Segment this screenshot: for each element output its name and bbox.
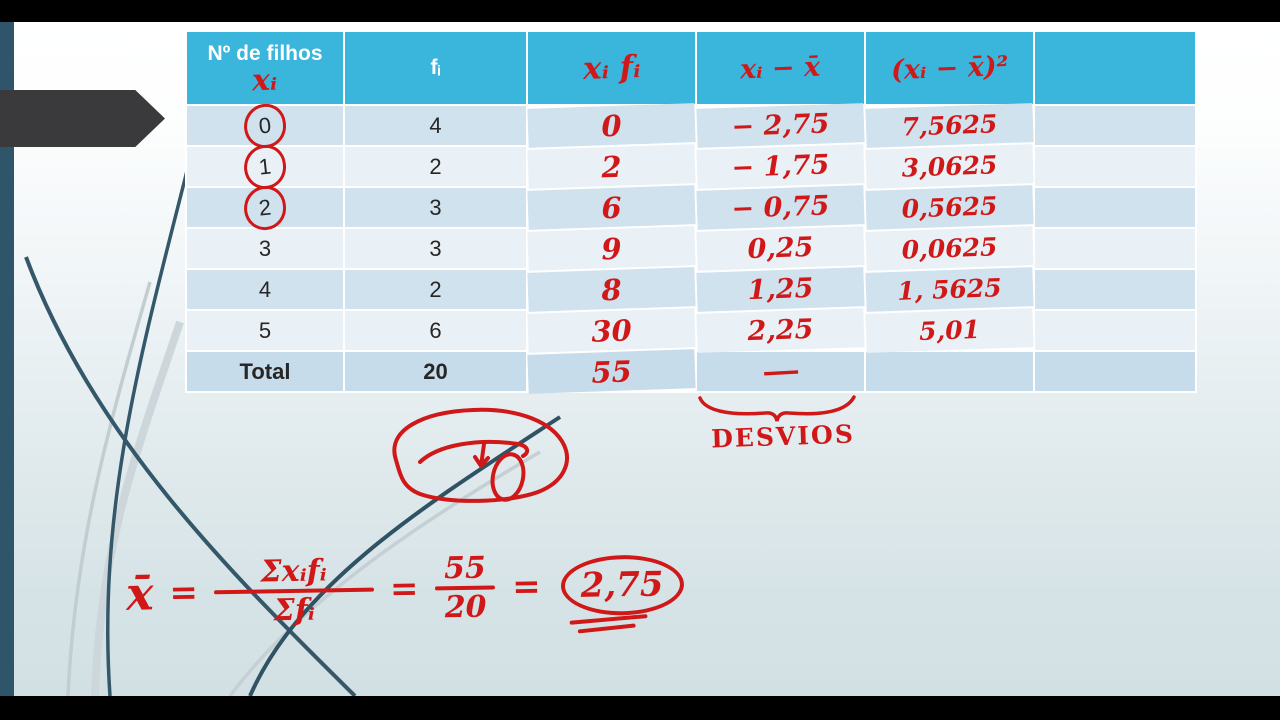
header-deviation-squared-handwritten: (xᵢ − x̄)² (890, 50, 1009, 86)
circled-value: 2 (241, 183, 289, 232)
empty-cell (1035, 270, 1195, 309)
equals-sign: = (511, 566, 542, 608)
dev-cell: − 0,75 (696, 185, 865, 230)
underbrace-drawing (698, 395, 856, 422)
arrow-pointer (0, 90, 165, 147)
header-n-filhos: Nº de filhos xᵢ (187, 32, 343, 104)
dev-sq-cell: 0,0625 (865, 226, 1034, 271)
desvios-label: DESVIOS (710, 419, 856, 454)
header-deviation: xᵢ − x̄ (697, 32, 864, 104)
xifi-cell: 30 (527, 308, 696, 353)
header-fi-label: fᵢ (430, 56, 441, 79)
equals-sign: = (169, 572, 199, 614)
dev-sq-cell: 7,5625 (865, 103, 1034, 148)
frequency-table: Nº de filhos xᵢ fᵢ xᵢ fᵢ xᵢ − x̄ (xᵢ − x… (185, 30, 1197, 394)
fi-cell: 6 (345, 311, 526, 350)
fi-cell: 3 (345, 229, 526, 268)
empty-cell (1035, 188, 1195, 227)
fi-cell: 3 (345, 188, 526, 227)
fi-cell: 4 (345, 106, 526, 145)
xi-cell: 0 (187, 101, 343, 150)
sidebar-accent-bar (0, 22, 14, 696)
scribble-blob-drawing (392, 407, 569, 503)
total-label: Total (187, 352, 343, 391)
total-xifi: 55 (527, 349, 696, 394)
fraction-sum-xifi: Σxᵢfᵢ Σfᵢ (213, 553, 374, 630)
fi-cell: 2 (345, 270, 526, 309)
fraction-55-20: 55 20 (434, 550, 497, 625)
fraction-denominator: 20 (444, 589, 487, 626)
fraction-denominator: Σfᵢ (273, 592, 316, 629)
equals-sign: = (389, 568, 419, 610)
empty-cell (1035, 106, 1195, 145)
result-value: 2,75 (560, 554, 684, 617)
fi-cell: 2 (345, 147, 526, 186)
header-xifi: xᵢ fᵢ (528, 32, 695, 104)
header-fi: fᵢ (345, 32, 526, 104)
xi-cell: 3 (187, 229, 343, 268)
dash-mark: — (762, 351, 799, 391)
dev-cell: 2,25 (696, 308, 865, 353)
result-circled: 2,75 (560, 554, 684, 634)
letterbox-bottom (0, 696, 1280, 720)
dev-sq-cell: 3,0625 (865, 144, 1034, 189)
dev-sq-cell: 0,5625 (865, 185, 1034, 230)
fraction-numerator: Σxᵢfᵢ (260, 553, 328, 590)
xi-cell: 2 (187, 183, 343, 232)
empty-cell (1035, 311, 1195, 350)
header-xi-handwritten: xᵢ (251, 62, 279, 99)
header-deviation-handwritten: xᵢ − x̄ (739, 51, 822, 85)
empty-cell (1035, 147, 1195, 186)
dev-sq-cell: 1, 5625 (865, 267, 1034, 312)
xi-cell: 4 (187, 270, 343, 309)
total-fi: 20 (345, 352, 526, 391)
total-dev: — (697, 351, 864, 391)
xifi-cell: 6 (527, 185, 696, 230)
xifi-cell: 9 (527, 226, 696, 271)
mean-formula: x̄ = Σxᵢfᵢ Σfᵢ = 55 20 = 2,75 (125, 547, 684, 634)
xifi-cell: 8 (527, 267, 696, 312)
empty-cell (1035, 229, 1195, 268)
empty-cell (866, 352, 1033, 391)
dev-cell: 0,25 (696, 226, 865, 271)
xi-cell: 1 (187, 142, 343, 191)
header-n-filhos-label: Nº de filhos (207, 42, 323, 66)
circled-value: 0 (241, 101, 289, 150)
header-deviation-squared: (xᵢ − x̄)² (866, 32, 1033, 104)
header-xifi-handwritten: xᵢ fᵢ (582, 49, 641, 87)
dev-cell: − 1,75 (696, 144, 865, 189)
header-empty (1035, 32, 1195, 104)
empty-cell (1035, 352, 1195, 391)
dev-sq-cell: 5,01 (865, 308, 1034, 353)
xifi-cell: 2 (527, 144, 696, 189)
letterbox-top (0, 0, 1280, 22)
xi-cell: 5 (187, 311, 343, 350)
xifi-cell: 0 (527, 103, 696, 148)
mean-symbol: x̄ (125, 566, 154, 621)
dev-cell: 1,25 (696, 267, 865, 312)
circled-value: 1 (241, 142, 289, 191)
dev-cell: − 2,75 (696, 103, 865, 148)
fraction-numerator: 55 (443, 550, 487, 587)
